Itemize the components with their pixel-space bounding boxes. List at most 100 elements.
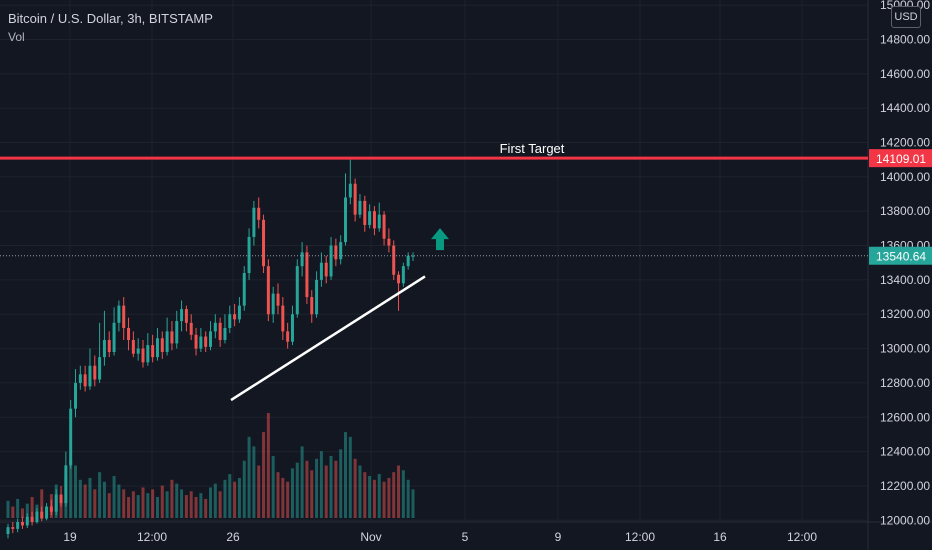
candle-body (93, 365, 97, 380)
volume-bar (155, 497, 159, 518)
candle-body (339, 242, 343, 260)
volume-bar (247, 436, 251, 518)
candle-body (329, 245, 333, 277)
volume-bar (69, 460, 73, 518)
volume-bar (98, 472, 102, 518)
volume-bar (107, 493, 111, 518)
volume-bar (180, 489, 184, 518)
currency-button[interactable]: USD (891, 6, 921, 28)
candle-body (247, 236, 251, 274)
candle-body (310, 297, 314, 315)
volume-bar (257, 465, 261, 518)
volume-bar (40, 489, 44, 518)
volume-bar (363, 472, 367, 518)
candle-body (252, 207, 256, 237)
candle-body (175, 321, 179, 344)
volume-legend-label[interactable]: Vol (8, 30, 25, 44)
volume-bar (189, 491, 193, 518)
up-arrow-icon (431, 228, 449, 251)
candle-body (204, 336, 208, 347)
candle-body (344, 197, 347, 243)
candle-body (387, 238, 391, 246)
volume-bar (334, 460, 338, 518)
volume-bar (194, 497, 198, 518)
volume-bar (160, 485, 164, 518)
candle-body (411, 255, 415, 257)
candle-body (271, 293, 275, 315)
support-trendline (230, 275, 426, 402)
candle-body (155, 338, 159, 358)
volume-bar (319, 451, 323, 518)
price-tick-label: 13000.00 (880, 342, 930, 356)
candle-body (131, 339, 135, 354)
volume-bar (368, 476, 372, 518)
candle-body (127, 327, 131, 340)
candle-body (348, 183, 352, 198)
time-tick-label: 12:00 (787, 530, 817, 544)
symbol-title[interactable]: Bitcoin / U.S. Dollar, 3h, BITSTAMP (8, 11, 213, 26)
volume-bar (25, 503, 29, 518)
price-tick-label: 13800.00 (880, 204, 930, 218)
candlesticks (6, 159, 415, 539)
volume-bar (59, 497, 63, 518)
candle-body (324, 262, 328, 277)
candle-body (107, 339, 111, 353)
candle-body (242, 273, 246, 306)
candle-body (64, 465, 68, 504)
volume-bar (199, 493, 203, 518)
volume-bar (170, 479, 174, 518)
candle-body (59, 494, 63, 504)
candle-body (209, 331, 212, 347)
volume-bar (136, 495, 140, 518)
candle-body (180, 309, 184, 322)
volume-bar (20, 508, 24, 518)
candle-body (372, 211, 376, 229)
volume-bar (127, 497, 131, 518)
candle-body (146, 345, 150, 363)
candle-body (382, 214, 386, 239)
candle-body (16, 522, 20, 529)
candle-body (305, 252, 309, 298)
volume-bar (209, 487, 212, 518)
price-tick-label: 12000.00 (880, 513, 930, 527)
candle-body (74, 382, 77, 409)
price-tick-label: 14000.00 (880, 170, 930, 184)
time-tick-label: 16 (713, 530, 727, 544)
candle-body (286, 331, 290, 342)
volume-bar (305, 460, 309, 518)
volume-bar (348, 436, 352, 518)
candle-body (78, 374, 82, 383)
candle-body (184, 309, 188, 323)
time-axis[interactable]: 19 12:00 26 Nov 5 9 12:00 16 12:00 (63, 530, 817, 544)
candle-body (49, 506, 53, 512)
candle-body (30, 516, 34, 522)
volume-bar (310, 470, 314, 518)
volume-bar (372, 479, 376, 518)
target-price-tag (869, 149, 932, 168)
volume-bar (223, 479, 227, 518)
price-tick-label: 14200.00 (880, 136, 930, 150)
candle-body (189, 322, 193, 335)
volume-bar (315, 458, 319, 518)
candle-body (290, 314, 294, 342)
candle-body (112, 322, 116, 353)
time-tick-label: 9 (555, 530, 562, 544)
candle-body (199, 336, 203, 349)
volume-bar (397, 465, 401, 518)
candle-body (233, 314, 237, 320)
candle-body (315, 279, 319, 315)
volume-bar (117, 484, 121, 518)
volume-bar (131, 491, 135, 518)
candle-body (257, 207, 261, 220)
price-tick-label: 12400.00 (880, 445, 930, 459)
candle-body (35, 511, 39, 522)
volume-bar (237, 477, 241, 518)
current-price-tag (869, 246, 932, 265)
candle-body (102, 339, 106, 358)
volume-bar (102, 481, 106, 518)
time-tick-label: 12:00 (137, 530, 167, 544)
candle-body (300, 252, 304, 267)
candle-body (122, 305, 126, 328)
volume-bar (242, 460, 246, 518)
